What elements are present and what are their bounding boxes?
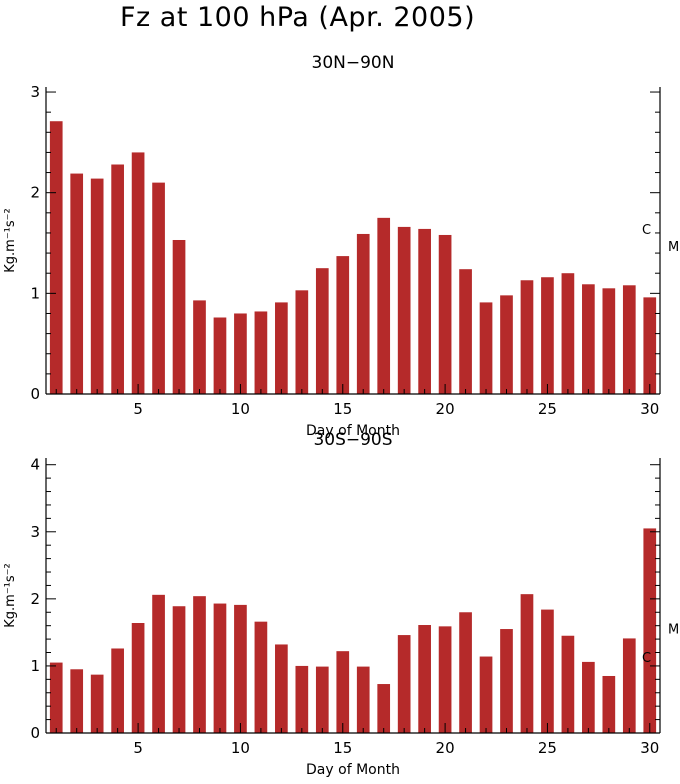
bar-day-7	[172, 606, 186, 733]
bar-day-8	[193, 300, 206, 394]
bar-day-9	[213, 603, 227, 733]
bar-day-24	[520, 594, 534, 733]
x-axis-label: Day of Month	[306, 762, 400, 778]
bar-day-4	[111, 648, 124, 733]
bar-day-28	[602, 675, 616, 733]
bar-day-14	[315, 666, 329, 733]
y-tick-label: 0	[30, 724, 40, 742]
bar-day-23	[500, 295, 513, 394]
bar-day-1	[49, 662, 63, 733]
bar-day-28	[602, 288, 616, 394]
bar-day-5	[131, 152, 145, 394]
bar-day-11	[254, 621, 268, 733]
x-tick-label: 25	[538, 400, 557, 418]
bar-day-22	[479, 656, 493, 733]
x-tick-label: 5	[133, 400, 143, 418]
bar-day-19	[418, 228, 431, 394]
bar-day-21	[459, 612, 472, 733]
bar-day-27	[582, 284, 595, 394]
y-tick-label: 1	[30, 657, 40, 675]
bar-day-26	[561, 635, 575, 733]
bar-day-20	[438, 626, 452, 733]
bar-day-13	[295, 665, 309, 733]
bar-day-26	[561, 273, 575, 394]
y-axis-label: Kg.m⁻¹s⁻²	[3, 208, 18, 273]
bar-day-6	[152, 594, 165, 733]
chart-title: 30N−90N	[312, 53, 395, 73]
bar-day-29	[622, 285, 636, 394]
bar-day-2	[70, 173, 84, 394]
figure-title: Fz at 100 hPa (Apr. 2005)	[120, 2, 476, 33]
x-tick-label: 15	[333, 400, 352, 418]
y-tick-label: 2	[30, 590, 40, 608]
bar-day-17	[377, 217, 391, 394]
chart-north: 30N−90N 0 1 2 3 5 10 15 20 25 30 Day of Month Kg.m⁻¹…	[3, 53, 679, 439]
y-axis-label: Kg.m⁻¹s⁻²	[3, 563, 18, 628]
bar-day-30	[643, 528, 657, 733]
bar-day-17	[377, 684, 391, 733]
bar-day-16	[356, 666, 370, 733]
y-tick-label: 3	[30, 523, 40, 541]
bar-day-6	[152, 182, 165, 394]
bar-day-25	[541, 277, 554, 394]
bar-day-13	[295, 290, 309, 394]
x-tick-label: 30	[640, 400, 659, 418]
right-marker-c: C	[642, 651, 651, 666]
right-marker-m: M	[668, 622, 679, 637]
bar-day-10	[234, 313, 247, 394]
right-marker-m: M	[668, 240, 679, 255]
bar-day-11	[254, 311, 268, 394]
bar-day-20	[438, 234, 452, 394]
bar-day-24	[520, 280, 534, 394]
y-tick-label: 1	[30, 284, 40, 302]
y-tick-label: 3	[30, 83, 40, 101]
x-tick-label: 30	[640, 739, 659, 757]
x-tick-label: 20	[436, 739, 455, 757]
x-tick-label: 5	[133, 739, 143, 757]
bar-day-10	[234, 604, 247, 733]
chart-south: 30S−90S 0 1 2 3 4 5 10 15 20 25 30 Day of Month Kg.m⁻…	[3, 430, 679, 778]
bar-day-3	[90, 674, 104, 733]
bar-day-12	[275, 302, 288, 394]
bar-day-18	[397, 226, 411, 394]
x-axis-label: Day of Month	[306, 423, 400, 439]
bar-day-27	[582, 661, 595, 733]
bar-day-21	[459, 269, 472, 394]
bar-day-7	[172, 239, 186, 394]
y-tick-label: 4	[30, 456, 40, 474]
x-tick-label: 10	[231, 739, 250, 757]
bar-day-9	[213, 317, 227, 394]
x-tick-label: 15	[333, 739, 352, 757]
bar-day-23	[500, 629, 513, 733]
x-tick-label: 20	[436, 400, 455, 418]
bar-day-18	[397, 635, 411, 733]
bar-day-2	[70, 669, 84, 733]
bar-day-8	[193, 596, 206, 733]
x-tick-label: 10	[231, 400, 250, 418]
right-marker-c: C	[642, 223, 651, 238]
bar-day-29	[622, 638, 636, 733]
bar-day-25	[541, 609, 554, 733]
bar-day-5	[131, 623, 145, 733]
bar-day-16	[356, 233, 370, 394]
figure-title-wrap: Fz at 100 hPa (Apr. 2005)	[0, 0, 680, 40]
bar-day-22	[479, 302, 493, 394]
bar-day-1	[49, 121, 63, 394]
bar-day-12	[275, 644, 288, 733]
bar-day-30	[643, 297, 657, 394]
bar-day-19	[418, 625, 431, 733]
bar-day-15	[336, 256, 350, 394]
bar-day-15	[336, 651, 350, 733]
y-tick-label: 2	[30, 184, 40, 202]
bar-day-14	[315, 268, 329, 394]
bar-day-3	[90, 178, 104, 394]
bar-day-4	[111, 164, 124, 394]
y-tick-label: 0	[30, 385, 40, 403]
x-tick-label: 25	[538, 739, 557, 757]
chart-title: 30S−90S	[313, 430, 392, 450]
